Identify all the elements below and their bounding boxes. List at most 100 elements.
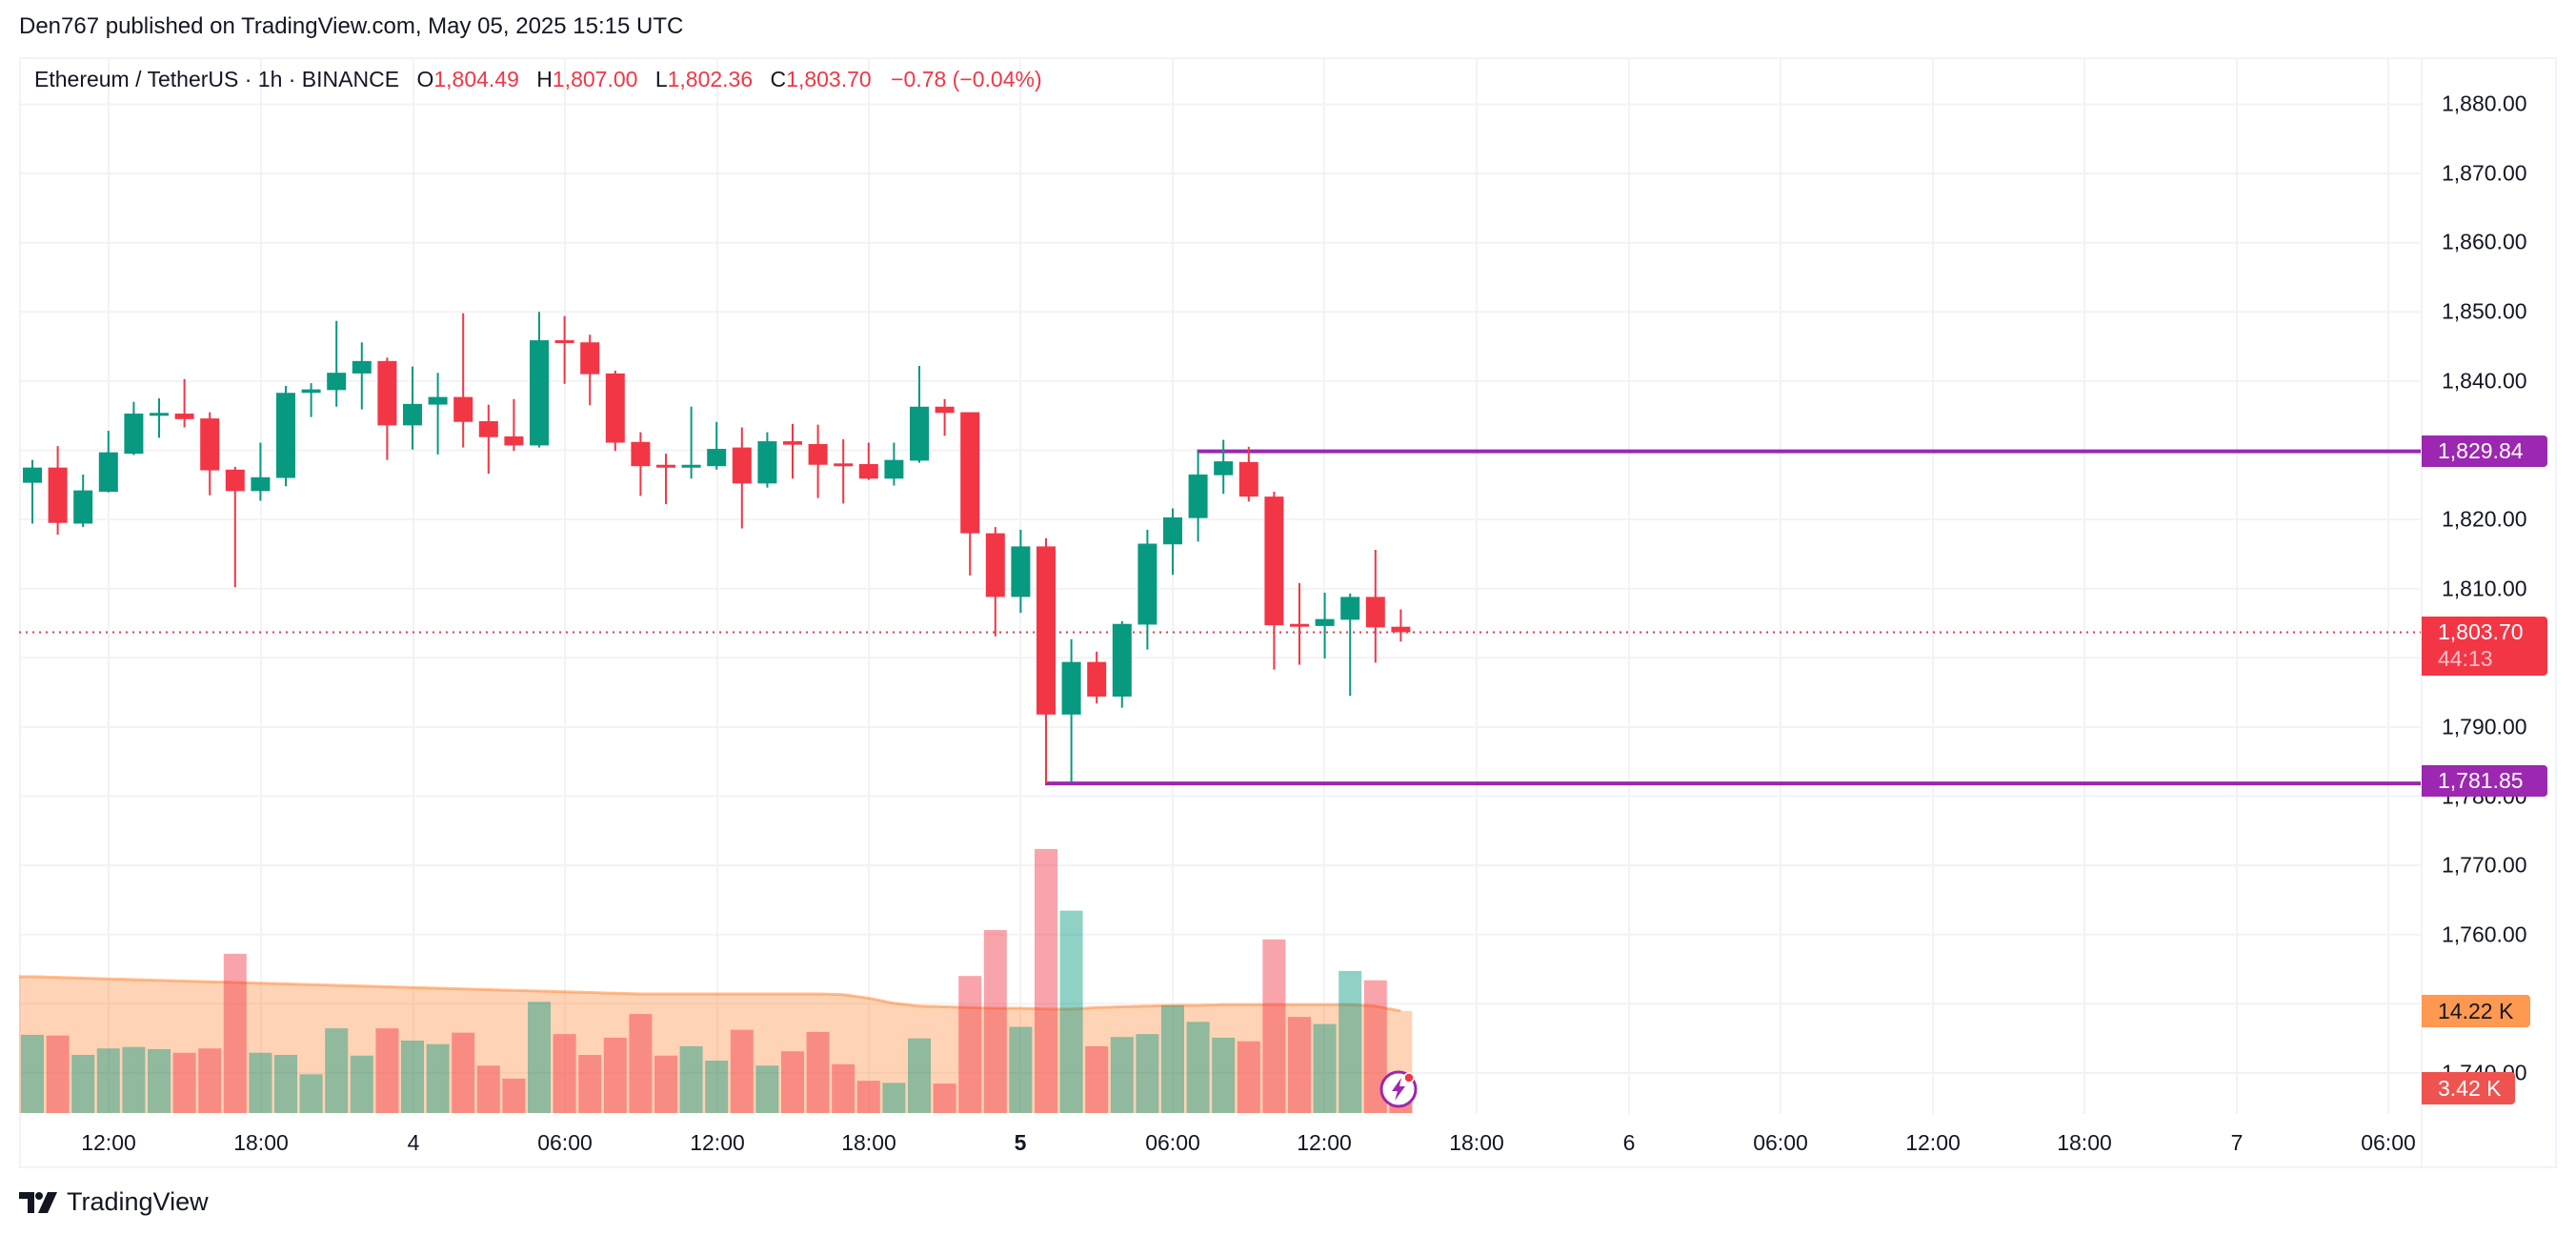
candle-up: [301, 389, 321, 394]
volume-bar: [1338, 970, 1362, 1113]
footer-brand[interactable]: TradingView: [19, 1187, 209, 1217]
candle-down: [200, 418, 220, 471]
time-tick: 18:00: [233, 1130, 289, 1155]
lightning-alert-icon[interactable]: [1379, 1069, 1419, 1109]
candle-down: [1036, 546, 1056, 715]
candle-down: [174, 414, 194, 419]
volume-bar: [1262, 939, 1286, 1113]
candle-up: [1061, 661, 1081, 715]
time-tick: 4: [407, 1130, 420, 1155]
volume-bar: [1085, 1045, 1109, 1113]
candle-up: [73, 490, 93, 524]
candle-up: [1188, 474, 1208, 518]
candle-up: [884, 459, 904, 479]
candle-up: [530, 340, 549, 446]
volume-bar: [71, 1055, 95, 1113]
open-value: 1,804.49: [433, 67, 519, 91]
candle-down: [48, 467, 68, 523]
volume-bar: [21, 1034, 44, 1113]
candle-up: [23, 467, 42, 483]
volume-bar: [1009, 1026, 1033, 1113]
low-value: 1,802.36: [667, 67, 754, 91]
chart-frame: [19, 57, 2557, 1168]
volume-bar: [629, 1014, 653, 1113]
candle-down: [225, 469, 245, 492]
candle-down: [808, 443, 828, 465]
candle-up: [276, 393, 295, 478]
volume-bar: [679, 1045, 703, 1113]
candle-up: [352, 360, 372, 374]
volume-bar: [223, 953, 247, 1113]
volume-bar: [983, 929, 1007, 1113]
candle-up: [681, 464, 701, 468]
candle-up: [1315, 618, 1335, 626]
price-tick: 1,860.00: [2442, 229, 2527, 254]
volume-ma-tag: 14.22 K: [2422, 995, 2530, 1027]
price-tick: 1,870.00: [2442, 160, 2527, 186]
grid-lines: [19, 59, 2422, 1114]
time-tick: 18:00: [841, 1130, 896, 1155]
candle-down: [377, 360, 397, 426]
volume-bar: [46, 1035, 70, 1113]
volume-bar: [1161, 1005, 1184, 1113]
time-tick: 12:00: [1905, 1130, 1961, 1155]
candle-down: [985, 533, 1005, 597]
volume-bar: [426, 1043, 450, 1113]
volume-bar: [856, 1081, 880, 1113]
volume-ma-fill: [19, 976, 1413, 1113]
price-tick: 1,880.00: [2442, 91, 2527, 116]
volume-bar: [882, 1083, 906, 1113]
time-tick: 06:00: [1753, 1130, 1808, 1155]
volume-bar: [958, 976, 982, 1113]
volume-bar: [299, 1074, 323, 1113]
candle-up: [1137, 543, 1157, 625]
time-tick: 06:00: [1145, 1130, 1200, 1155]
candle-down: [960, 412, 980, 534]
candle-down: [732, 447, 752, 484]
bar-countdown: 44:13: [2438, 646, 2493, 671]
candle-down: [580, 342, 600, 375]
candle-down: [1264, 496, 1284, 626]
candle-up: [1163, 516, 1182, 545]
volume-bar: [705, 1061, 729, 1113]
candle-down: [453, 396, 473, 422]
last-price-value: 1,803.70: [2438, 619, 2524, 644]
volume-bar: [148, 1048, 171, 1113]
candle-down: [1238, 461, 1258, 497]
price-tick: 1,810.00: [2442, 576, 2527, 601]
low-label: L: [654, 67, 668, 91]
time-tick: 12:00: [1297, 1130, 1352, 1155]
time-tick: 06:00: [2361, 1130, 2416, 1155]
candle-up: [910, 406, 929, 461]
time-tick: 06:00: [537, 1130, 593, 1155]
time-tick: 18:00: [1449, 1130, 1504, 1155]
time-tick: 12:00: [81, 1130, 136, 1155]
candle-down: [478, 421, 498, 437]
volume-ma-line: [19, 975, 1401, 1013]
tradingview-logo-icon: [19, 1191, 57, 1213]
candle-down: [1290, 623, 1309, 627]
candle-up: [251, 476, 271, 492]
published-caption: Den767 published on TradingView.com, May…: [19, 13, 684, 39]
volume-bar: [832, 1063, 855, 1113]
time-tick: 5: [1014, 1130, 1027, 1155]
open-label: O: [416, 67, 434, 91]
time-tick: 12:00: [690, 1130, 745, 1155]
candle-down: [834, 463, 854, 467]
candle-up: [428, 396, 448, 405]
candle-up: [1011, 546, 1031, 597]
volume-bar: [1186, 1022, 1210, 1113]
candle-down: [935, 406, 955, 414]
candle-down: [1365, 597, 1385, 628]
resistance-level-tag: 1,829.84: [2422, 435, 2547, 467]
candle-down: [605, 373, 625, 443]
horizontal-levels[interactable]: [1045, 449, 2422, 786]
volume-bar: [1035, 848, 1057, 1113]
high-value: 1,807.00: [552, 67, 638, 91]
volume-bar: [603, 1037, 627, 1113]
candle-down: [783, 441, 802, 445]
volume-bar: [1110, 1037, 1134, 1113]
candle-down: [504, 435, 524, 446]
price-tick: 1,820.00: [2442, 506, 2527, 532]
